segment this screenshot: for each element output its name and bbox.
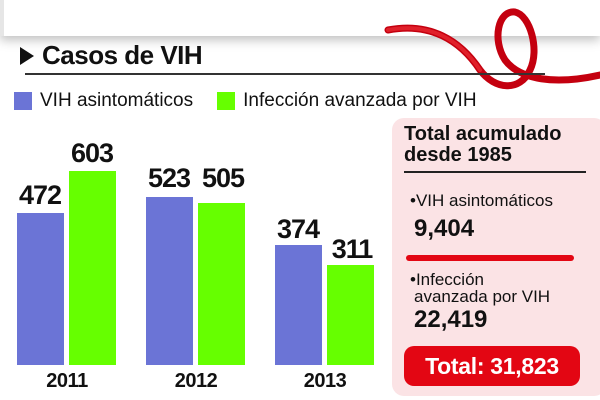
top-band-edge: [0, 0, 4, 36]
legend-item-advanced: Infección avanzada por VIH: [217, 90, 477, 112]
value-label: 603: [70, 138, 114, 168]
legend-item-asymptomatic: VIH asintomáticos: [14, 90, 193, 112]
legend: VIH asintomáticos Infección avanzada por…: [14, 90, 501, 112]
bar-2012-blue: [146, 197, 193, 365]
red-divider: [406, 255, 574, 261]
bar-2013-blue: [275, 245, 322, 365]
play-triangle-icon: [20, 46, 34, 65]
value-label: 505: [201, 163, 245, 193]
asymptomatic-label: •VIH asintomáticos: [410, 191, 553, 210]
asymptomatic-value: 9,404: [414, 215, 475, 242]
bar-2013-green: [327, 265, 374, 365]
legend-label: VIH asintomáticos: [40, 90, 194, 111]
title-text: Casos de VIH: [42, 40, 203, 70]
grand-total-badge: Total: 31,823: [404, 346, 580, 386]
panel-title-line2: desde 1985: [404, 144, 512, 166]
panel-divider: [404, 171, 586, 173]
legend-swatch-green: [217, 92, 236, 110]
year-label: 2013: [303, 370, 347, 392]
bar-2011-green: [69, 171, 116, 365]
legend-swatch-blue: [14, 92, 32, 110]
bar-2012-green: [198, 203, 245, 365]
value-label: 523: [147, 163, 191, 193]
bar-chart: 472 603 2011 523 505 2012 374 311 2013: [0, 120, 390, 400]
panel-title-line1: Total acumulado: [404, 123, 562, 145]
legend-label: Infección avanzada por VIH: [243, 90, 477, 111]
bar-2011-blue: [17, 213, 64, 365]
value-label: 374: [276, 214, 320, 244]
panel-title: Total acumulado desde 1985: [404, 124, 561, 166]
year-label: 2012: [174, 370, 218, 392]
cumulative-total-panel: Total acumulado desde 1985 •VIH asintomá…: [392, 118, 600, 396]
chart-title: Casos de VIH: [20, 40, 203, 71]
advanced-label-line2: avanzada por VIH: [414, 287, 551, 306]
advanced-value: 22,419: [414, 306, 488, 333]
value-label: 472: [18, 180, 62, 210]
advanced-label-line1: •Infección: [410, 270, 484, 289]
year-label: 2011: [46, 370, 88, 392]
title-divider: [25, 73, 545, 75]
value-label: 311: [331, 234, 374, 264]
top-band: [0, 0, 600, 36]
